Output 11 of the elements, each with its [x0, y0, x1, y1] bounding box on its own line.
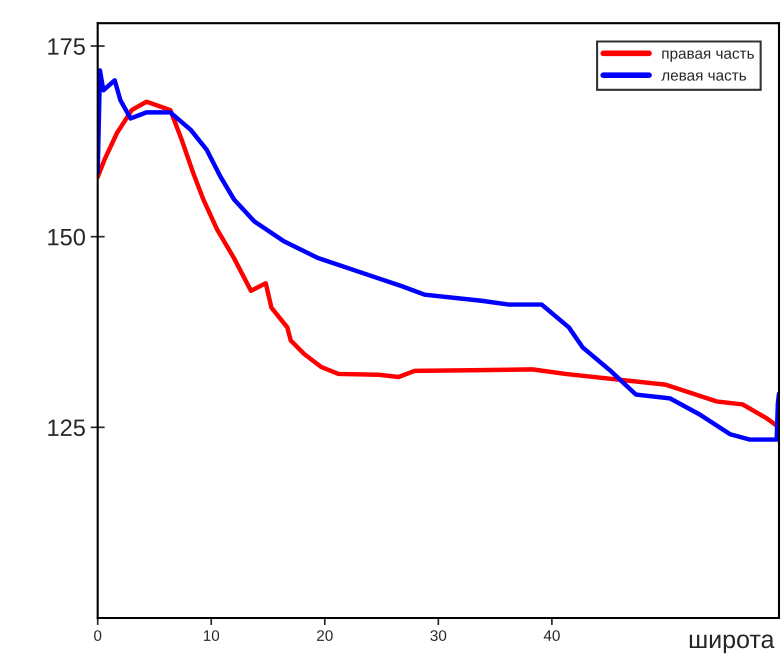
x-tick-label: 0 — [94, 630, 102, 642]
y-tick-label: 125 — [48, 419, 85, 436]
y-tick-label: 150 — [48, 228, 85, 246]
x-axis-title: широта — [690, 634, 774, 654]
legend-label: левая часть — [661, 72, 746, 81]
legend-label: правая часть — [662, 50, 754, 62]
x-tick-label: 10 — [204, 630, 220, 642]
y-tick-label: 175 — [48, 38, 85, 55]
x-tick-label: 30 — [430, 630, 446, 642]
x-tick-label: 20 — [317, 630, 333, 642]
x-tick-label: 40 — [544, 630, 560, 642]
